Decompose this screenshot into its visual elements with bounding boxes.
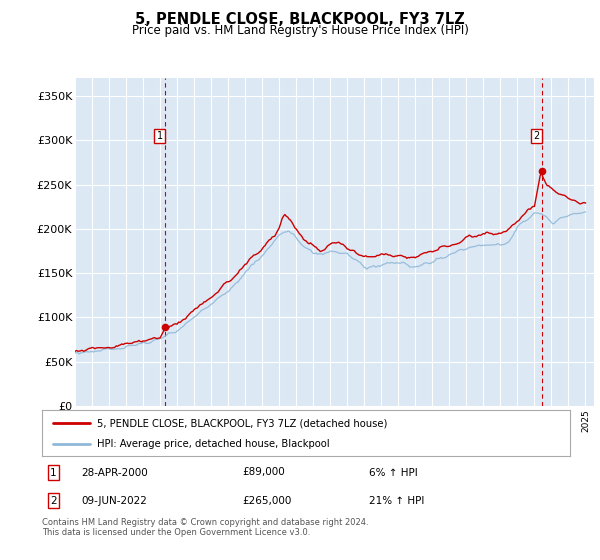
Text: 2: 2	[533, 131, 539, 141]
Text: 6% ↑ HPI: 6% ↑ HPI	[370, 468, 418, 478]
Text: Price paid vs. HM Land Registry's House Price Index (HPI): Price paid vs. HM Land Registry's House …	[131, 24, 469, 36]
Text: £89,000: £89,000	[242, 468, 286, 478]
Text: 2: 2	[50, 496, 57, 506]
Text: 28-APR-2000: 28-APR-2000	[82, 468, 148, 478]
Text: 21% ↑ HPI: 21% ↑ HPI	[370, 496, 425, 506]
Text: HPI: Average price, detached house, Blackpool: HPI: Average price, detached house, Blac…	[97, 440, 330, 450]
Text: 1: 1	[50, 468, 57, 478]
Text: 09-JUN-2022: 09-JUN-2022	[82, 496, 148, 506]
Text: 5, PENDLE CLOSE, BLACKPOOL, FY3 7LZ (detached house): 5, PENDLE CLOSE, BLACKPOOL, FY3 7LZ (det…	[97, 418, 388, 428]
Text: Contains HM Land Registry data © Crown copyright and database right 2024.
This d: Contains HM Land Registry data © Crown c…	[42, 518, 368, 538]
Text: 1: 1	[157, 131, 163, 141]
Text: £265,000: £265,000	[242, 496, 292, 506]
Text: 5, PENDLE CLOSE, BLACKPOOL, FY3 7LZ: 5, PENDLE CLOSE, BLACKPOOL, FY3 7LZ	[135, 12, 465, 27]
